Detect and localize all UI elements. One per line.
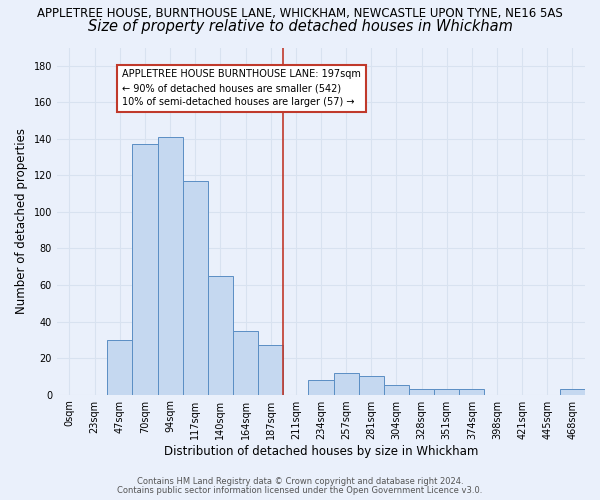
X-axis label: Distribution of detached houses by size in Whickham: Distribution of detached houses by size … bbox=[164, 444, 478, 458]
Bar bbox=[133, 144, 158, 394]
Bar bbox=[158, 137, 182, 394]
Text: Contains HM Land Registry data © Crown copyright and database right 2024.: Contains HM Land Registry data © Crown c… bbox=[137, 477, 463, 486]
Text: Contains public sector information licensed under the Open Government Licence v3: Contains public sector information licen… bbox=[118, 486, 482, 495]
Bar bbox=[409, 389, 434, 394]
Bar bbox=[359, 376, 384, 394]
Bar bbox=[233, 330, 258, 394]
Bar bbox=[182, 181, 208, 394]
Bar bbox=[560, 389, 585, 394]
Bar bbox=[334, 372, 359, 394]
Bar bbox=[384, 386, 409, 394]
Text: APPLETREE HOUSE, BURNTHOUSE LANE, WHICKHAM, NEWCASTLE UPON TYNE, NE16 5AS: APPLETREE HOUSE, BURNTHOUSE LANE, WHICKH… bbox=[37, 8, 563, 20]
Bar bbox=[107, 340, 133, 394]
Bar bbox=[258, 346, 283, 395]
Bar bbox=[308, 380, 334, 394]
Bar bbox=[459, 389, 484, 394]
Bar bbox=[434, 389, 459, 394]
Y-axis label: Number of detached properties: Number of detached properties bbox=[15, 128, 28, 314]
Bar bbox=[208, 276, 233, 394]
Text: APPLETREE HOUSE BURNTHOUSE LANE: 197sqm
← 90% of detached houses are smaller (54: APPLETREE HOUSE BURNTHOUSE LANE: 197sqm … bbox=[122, 70, 361, 108]
Text: Size of property relative to detached houses in Whickham: Size of property relative to detached ho… bbox=[88, 18, 512, 34]
